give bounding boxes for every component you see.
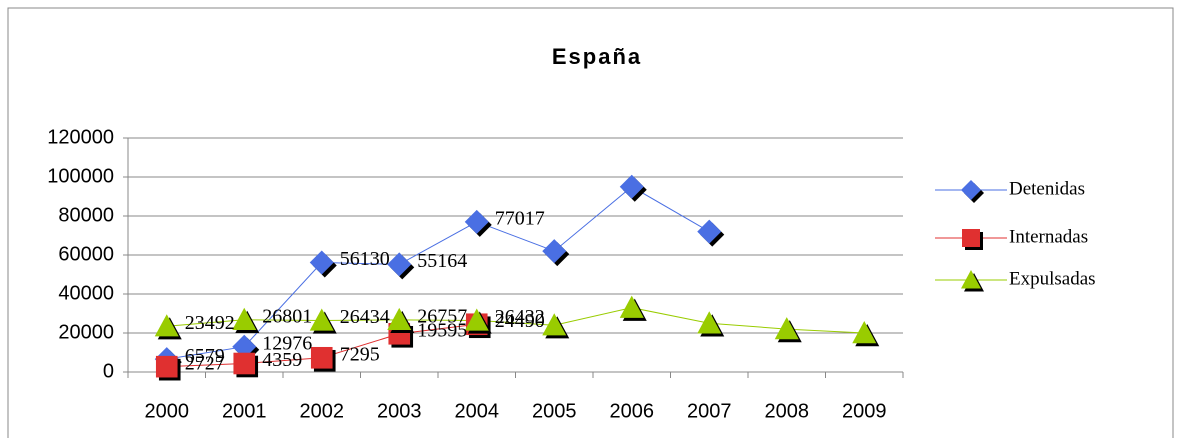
marker — [697, 219, 725, 247]
marker-face — [387, 307, 412, 331]
marker-face — [310, 346, 333, 369]
marker-face — [542, 313, 567, 336]
marker — [154, 314, 182, 340]
data-label: 77017 — [495, 207, 545, 229]
x-tick-label: 2005 — [532, 400, 577, 422]
data-label: 56130 — [340, 248, 390, 270]
marker-face — [464, 209, 489, 234]
data-label: 19595 — [417, 319, 467, 341]
data-label: 4359 — [262, 349, 302, 371]
y-tick-label: 120000 — [47, 126, 114, 148]
marker — [309, 250, 337, 278]
data-label: 7295 — [340, 343, 380, 365]
marker-face — [852, 321, 877, 344]
marker — [155, 355, 181, 381]
y-tick-label: 0 — [103, 360, 114, 382]
y-tick-label: 100000 — [47, 165, 114, 187]
marker-face — [697, 311, 722, 334]
legend-marker — [962, 229, 983, 250]
y-tick-label: 60000 — [58, 243, 114, 265]
y-tick-label: 80000 — [58, 204, 114, 226]
marker — [464, 308, 492, 334]
marker — [232, 307, 260, 333]
marker-face — [961, 270, 981, 289]
marker-face — [233, 352, 256, 375]
data-label: 12976 — [262, 332, 312, 354]
legend-label: Expulsadas — [1009, 268, 1096, 289]
x-tick-label: 2007 — [687, 400, 732, 422]
y-tick-label: 40000 — [58, 282, 114, 304]
marker-face — [961, 180, 981, 200]
marker-face — [232, 307, 257, 330]
marker-face — [464, 308, 489, 331]
marker-face — [697, 219, 722, 244]
series-line — [166, 307, 865, 334]
data-label: 24490 — [495, 310, 545, 332]
x-tick-label: 2003 — [377, 400, 422, 422]
chart-title: España — [552, 44, 642, 69]
legend-label: Internadas — [1009, 226, 1088, 247]
data-label: 26432 — [495, 306, 545, 328]
marker — [387, 307, 415, 334]
marker-face — [619, 174, 644, 199]
marker-face — [387, 252, 412, 277]
marker-face — [309, 250, 334, 275]
marker — [619, 295, 647, 321]
marker — [697, 311, 725, 337]
x-tick-label: 2009 — [842, 400, 887, 422]
marker-face — [962, 229, 980, 247]
marker — [309, 308, 337, 334]
x-tick-label: 2002 — [300, 400, 345, 422]
marker-face — [619, 295, 644, 318]
marker — [619, 174, 647, 202]
marker-face — [232, 334, 257, 359]
marker — [233, 352, 259, 378]
marker — [852, 321, 880, 347]
marker-face — [154, 314, 179, 337]
data-label: 6579 — [185, 345, 225, 367]
legend-label: Detenidas — [1009, 178, 1085, 199]
marker-face — [774, 317, 799, 340]
data-label: 26434 — [340, 306, 390, 328]
legend-marker — [961, 270, 984, 292]
data-label: 23492 — [185, 312, 235, 334]
x-tick-label: 2001 — [222, 400, 267, 422]
marker — [387, 252, 415, 280]
marker-face — [309, 308, 334, 331]
marker — [310, 346, 336, 372]
marker — [464, 209, 492, 237]
marker — [774, 317, 802, 343]
marker-face — [155, 355, 178, 378]
marker — [542, 313, 570, 339]
marker-face — [542, 239, 567, 264]
x-tick-label: 2004 — [455, 400, 500, 422]
data-label: 2727 — [185, 352, 225, 374]
legend-marker — [961, 180, 984, 203]
x-tick-label: 2006 — [610, 400, 655, 422]
data-label: 55164 — [417, 250, 467, 272]
x-tick-label: 2008 — [765, 400, 810, 422]
data-label: 26801 — [262, 305, 312, 327]
marker — [542, 239, 570, 267]
y-tick-label: 20000 — [58, 321, 114, 343]
data-label: 26757 — [417, 305, 467, 327]
chart-border — [7, 7, 1174, 438]
x-tick-label: 2000 — [145, 400, 190, 422]
